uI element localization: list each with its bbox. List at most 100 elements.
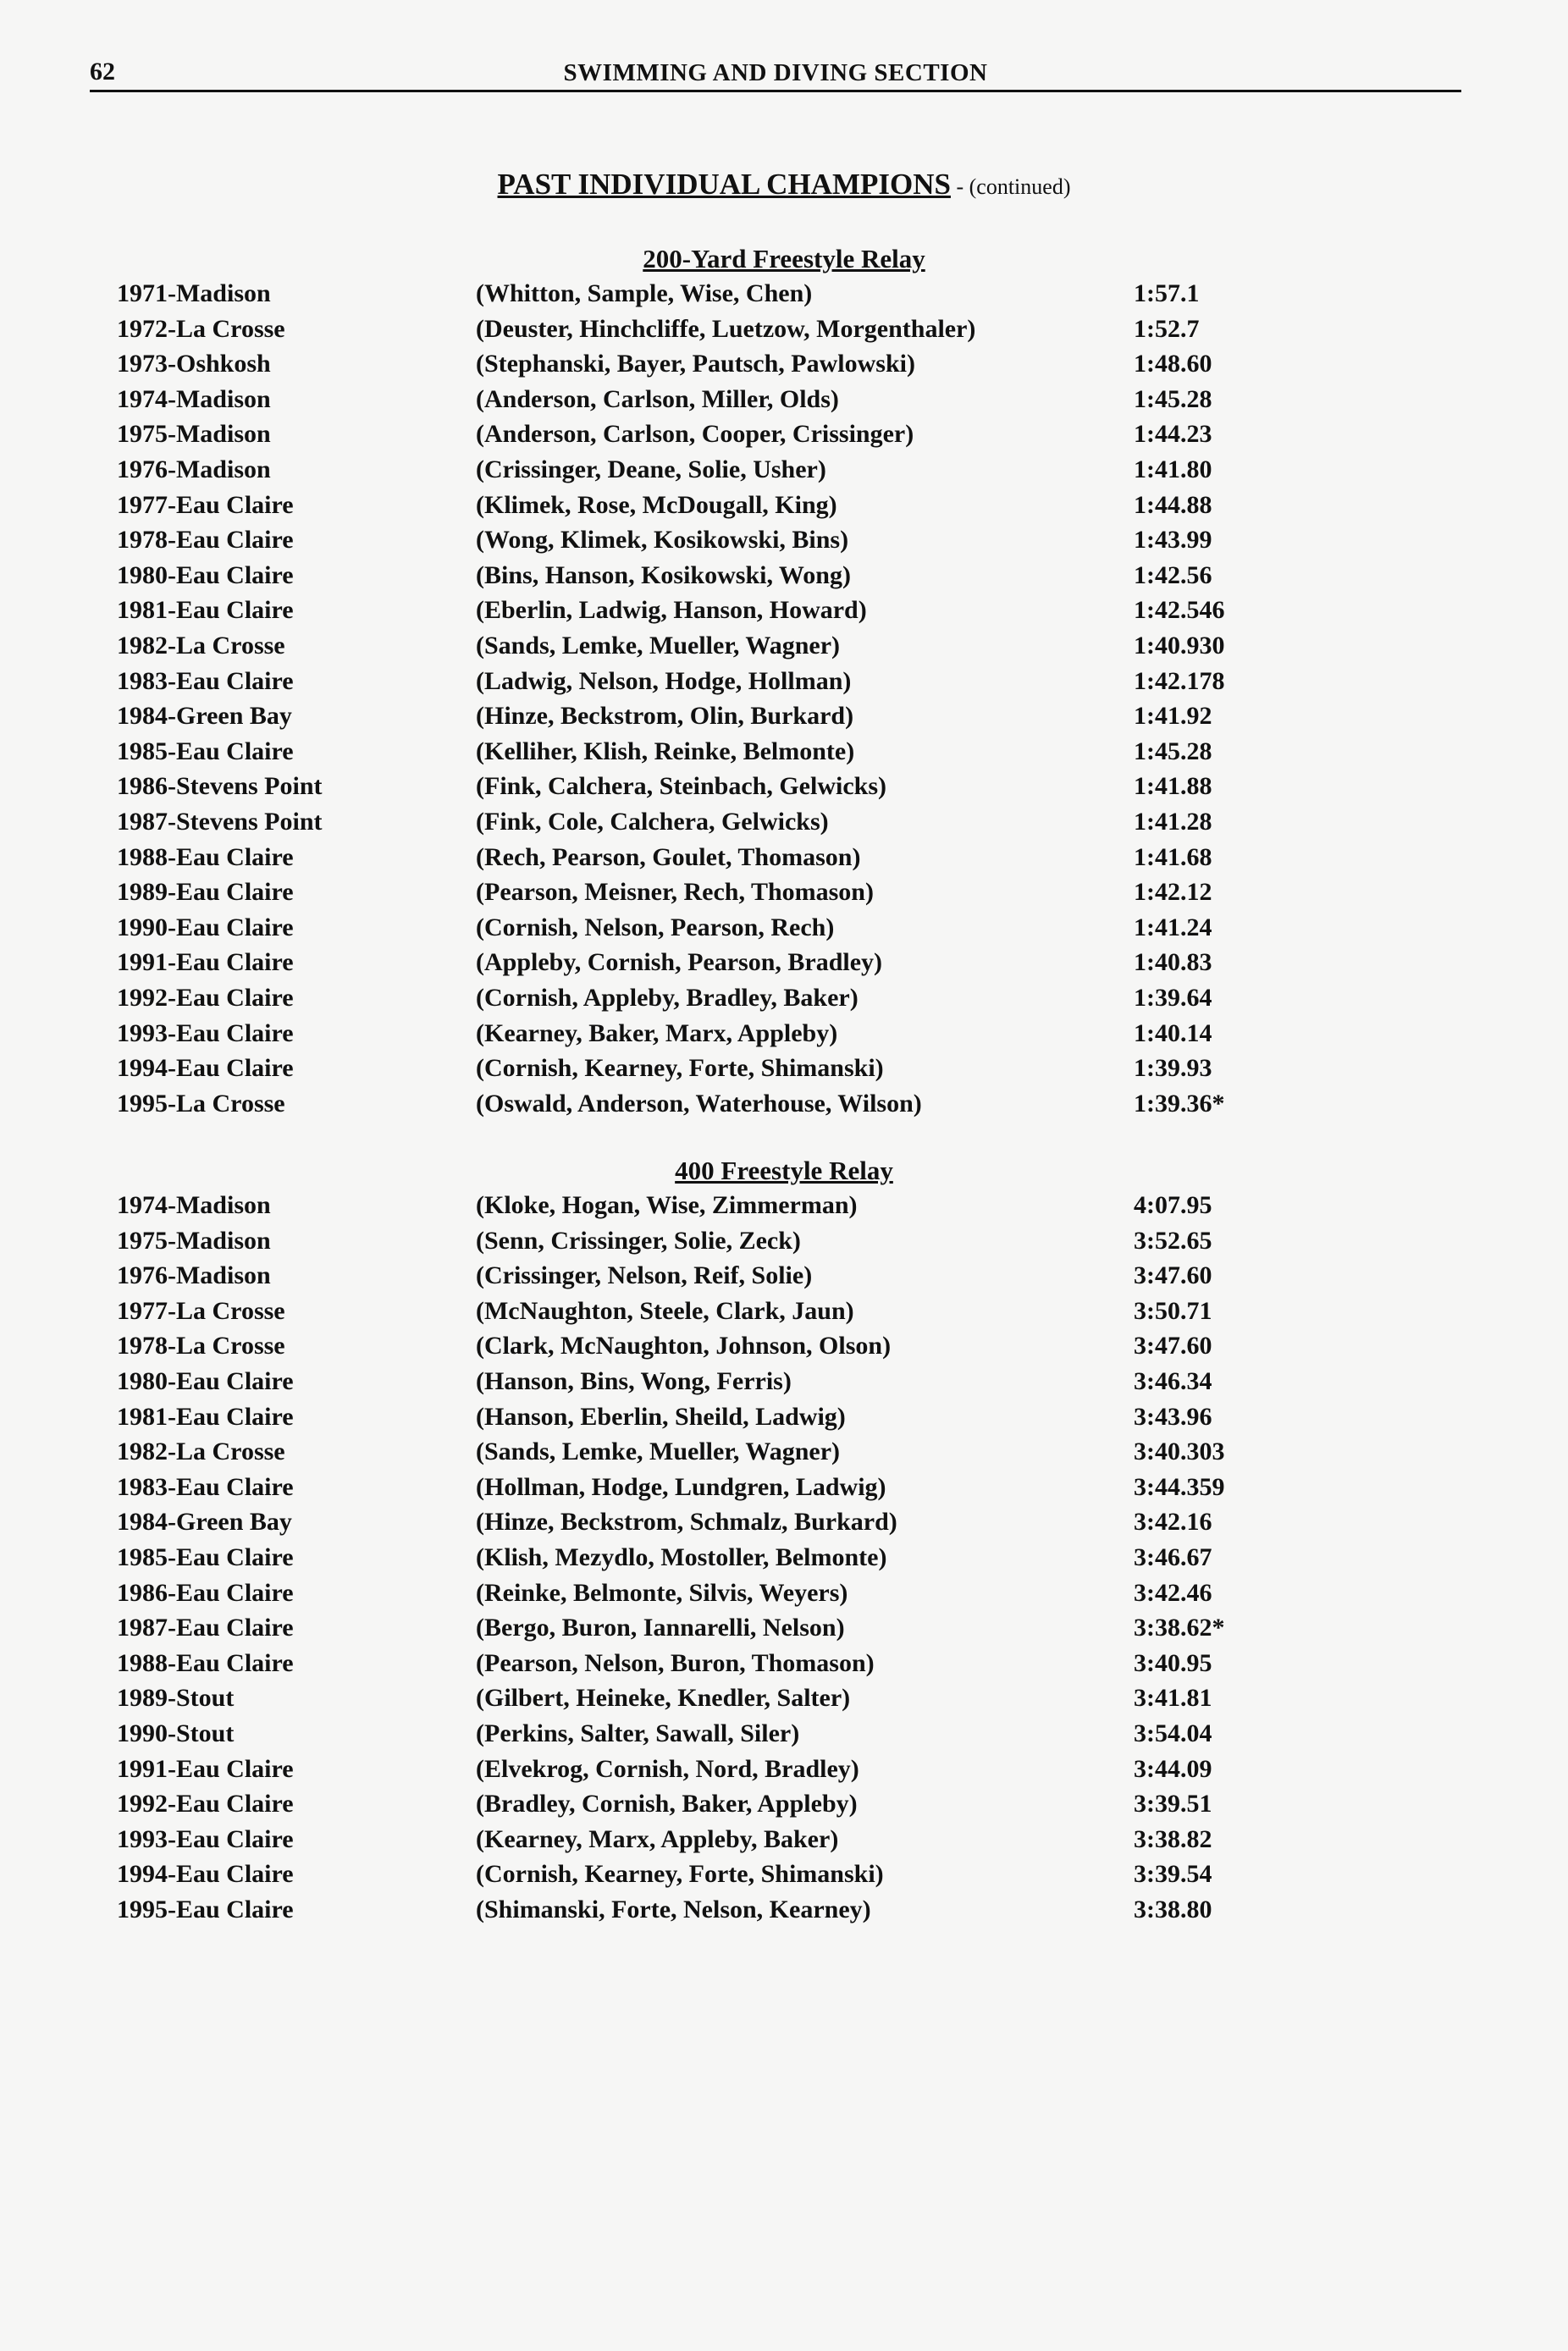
relay-members: (Bergo, Buron, Iannarelli, Nelson) (476, 1614, 845, 1642)
relay-time: 1:48.60 (1134, 350, 1212, 378)
page-title-main: PAST INDIVIDUAL CHAMPIONS (497, 168, 951, 201)
table-row: 1988-Eau Claire (Pearson, Nelson, Buron, … (0, 1649, 1568, 1685)
year-school: 1993-Eau Claire (117, 1018, 294, 1047)
table-row: 1985-Eau Claire (Klish, Mezydlo, Mostolle… (0, 1543, 1568, 1579)
relay-members: (Crissinger, Nelson, Reif, Solie) (476, 1261, 813, 1290)
table-row: 1992-Eau Claire (Bradley, Cornish, Baker,… (0, 1790, 1568, 1825)
table-row: 1984-Green Bay (Hinze, Beckstrom, Olin, B… (0, 702, 1568, 737)
year-school: 1976-Madison (117, 455, 271, 483)
relay-members: (Rech, Pearson, Goulet, Thomason) (476, 842, 861, 871)
year-school: 1995-La Crosse (117, 1089, 285, 1118)
table-row: 1971-Madison (Whitton, Sample, Wise, Chen… (0, 279, 1568, 315)
relay-members: (Appleby, Cornish, Pearson, Bradley) (476, 948, 883, 977)
table-row: 1989-Stout (Gilbert, Heineke, Knedler, Sa… (0, 1684, 1568, 1719)
year-school: 1980-Eau Claire (117, 560, 294, 589)
year-school: 1977-La Crosse (117, 1296, 285, 1325)
year-school: 1991-Eau Claire (117, 1754, 294, 1783)
relay-members: (Elvekrog, Cornish, Nord, Bradley) (476, 1754, 859, 1783)
relay-time: 1:41.92 (1134, 702, 1212, 731)
relay-members: (Anderson, Carlson, Cooper, Crissinger) (476, 420, 914, 449)
relay-members: (Clark, McNaughton, Johnson, Olson) (476, 1332, 892, 1360)
relay-time: 1:39.64 (1134, 984, 1212, 1012)
year-school: 1990-Stout (117, 1719, 235, 1747)
year-school: 1985-Eau Claire (117, 737, 294, 765)
relay-members: (Hanson, Eberlin, Sheild, Ladwig) (476, 1402, 846, 1431)
relay-time: 3:38.80 (1134, 1896, 1212, 1923)
relay-members: (Cornish, Kearney, Forte, Shimanski) (476, 1860, 884, 1889)
table-row: 1982-La Crosse (Sands, Lemke, Mueller, Wa… (0, 1438, 1568, 1473)
relay-members: (Bradley, Cornish, Baker, Appleby) (476, 1790, 858, 1818)
table-row: 1992-Eau Claire (Cornish, Appleby, Bradle… (0, 984, 1568, 1019)
relay-time: 3:46.34 (1134, 1367, 1212, 1395)
relay-time: 1:42.178 (1134, 666, 1225, 695)
relay-members: (Whitton, Sample, Wise, Chen) (476, 279, 813, 307)
table-row: 1978-La Crosse (Clark, McNaughton, Johnso… (0, 1332, 1568, 1367)
year-school: 1986-Stevens Point (117, 772, 323, 801)
relay-members: (Kearney, Marx, Appleby, Baker) (476, 1824, 839, 1853)
year-school: 1982-La Crosse (117, 632, 285, 659)
year-school: 1981-Eau Claire (117, 1402, 294, 1431)
section-heading: 200-Yard Freestyle Relay (643, 244, 925, 273)
relay-time: 3:50.71 (1134, 1296, 1212, 1325)
relay-time: 3:38.82 (1134, 1824, 1212, 1853)
table-row: 1986-Stevens Point (Fink, Calchera, Stein… (0, 772, 1568, 808)
table-row: 1975-Madison (Senn, Crissinger, Solie, Ze… (0, 1227, 1568, 1262)
table-row: 1982-La Crosse (Sands, Lemke, Mueller, Wa… (0, 632, 1568, 667)
table-row: 1994-Eau Claire (Cornish, Kearney, Forte,… (0, 1860, 1568, 1896)
relay-time: 1:44.88 (1134, 490, 1212, 519)
relay-members: (Cornish, Appleby, Bradley, Baker) (476, 984, 859, 1012)
relay-time: 1:42.12 (1134, 878, 1212, 907)
table-row: 1974-Madison (Kloke, Hogan, Wise, Zimmerm… (0, 1191, 1568, 1227)
relay-time: 1:45.28 (1134, 384, 1212, 413)
relay-members: (Kloke, Hogan, Wise, Zimmerman) (476, 1191, 858, 1219)
year-school: 1975-Madison (117, 1226, 271, 1255)
relay-members: (McNaughton, Steele, Clark, Jaun) (476, 1296, 854, 1325)
relay-time: 1:52.7 (1134, 314, 1200, 343)
relay-time: 3:44.359 (1134, 1472, 1225, 1501)
year-school: 1989-Stout (117, 1684, 235, 1713)
relay-time: 3:52.65 (1134, 1226, 1212, 1255)
year-school: 1982-La Crosse (117, 1438, 285, 1466)
table-row: 1977-La Crosse (McNaughton, Steele, Clark… (0, 1297, 1568, 1333)
relay-members: (Bins, Hanson, Kosikowski, Wong) (476, 560, 851, 589)
relay-time: 1:41.28 (1134, 808, 1212, 836)
year-school: 1990-Eau Claire (117, 913, 294, 941)
year-school: 1977-Eau Claire (117, 490, 294, 519)
table-row: 1991-Eau Claire (Elvekrog, Cornish, Nord,… (0, 1755, 1568, 1791)
year-school: 1992-Eau Claire (117, 1790, 294, 1818)
relay-time: 1:40.14 (1134, 1018, 1212, 1047)
relay-members: (Deuster, Hinchcliffe, Luetzow, Morgenth… (476, 314, 976, 343)
relay-time: 1:39.93 (1134, 1054, 1212, 1083)
relay-members: (Hanson, Bins, Wong, Ferris) (476, 1367, 792, 1395)
relay-time: 3:40.95 (1134, 1648, 1212, 1677)
table-row: 1980-Eau Claire (Bins, Hanson, Kosikowski… (0, 561, 1568, 597)
year-school: 1984-Green Bay (117, 1508, 292, 1537)
year-school: 1974-Madison (117, 384, 271, 413)
table-row: 1989-Eau Claire (Pearson, Meisner, Rech, … (0, 878, 1568, 913)
relay-time: 3:38.62* (1134, 1614, 1225, 1642)
relay-time: 3:46.67 (1134, 1543, 1212, 1571)
table-row: 1995-Eau Claire (Shimanski, Forte, Nelson… (0, 1896, 1568, 1931)
relay-time: 1:43.99 (1134, 526, 1212, 555)
year-school: 1988-Eau Claire (117, 842, 294, 871)
table-row: 1983-Eau Claire (Hollman, Hodge, Lundgren… (0, 1473, 1568, 1509)
relay-time: 3:47.60 (1134, 1261, 1212, 1290)
relay-members: (Cornish, Nelson, Pearson, Rech) (476, 913, 835, 941)
relay-time: 3:54.04 (1134, 1719, 1212, 1747)
relay-members: (Perkins, Salter, Sawall, Siler) (476, 1719, 800, 1747)
year-school: 1995-Eau Claire (117, 1896, 294, 1923)
year-school: 1974-Madison (117, 1191, 271, 1219)
table-row: 1990-Stout (Perkins, Salter, Sawall, Sile… (0, 1719, 1568, 1755)
relay-time: 1:41.80 (1134, 455, 1212, 483)
relay-members: (Kelliher, Klish, Reinke, Belmonte) (476, 737, 855, 765)
relay-time: 3:44.09 (1134, 1754, 1212, 1783)
relay-time: 4:07.95 (1134, 1191, 1212, 1219)
table-row: 1987-Eau Claire (Bergo, Buron, Iannarelli… (0, 1614, 1568, 1649)
relay-time: 3:47.60 (1134, 1332, 1212, 1360)
relay-members: (Klish, Mezydlo, Mostoller, Belmonte) (476, 1543, 887, 1571)
table-row: 1978-Eau Claire (Wong, Klimek, Kosikowski… (0, 526, 1568, 561)
relay-members: (Gilbert, Heineke, Knedler, Salter) (476, 1684, 851, 1713)
year-school: 1991-Eau Claire (117, 948, 294, 977)
page-header: 62 SWIMMING AND DIVING SECTION (90, 56, 1461, 92)
relay-time: 1:42.56 (1134, 560, 1212, 589)
